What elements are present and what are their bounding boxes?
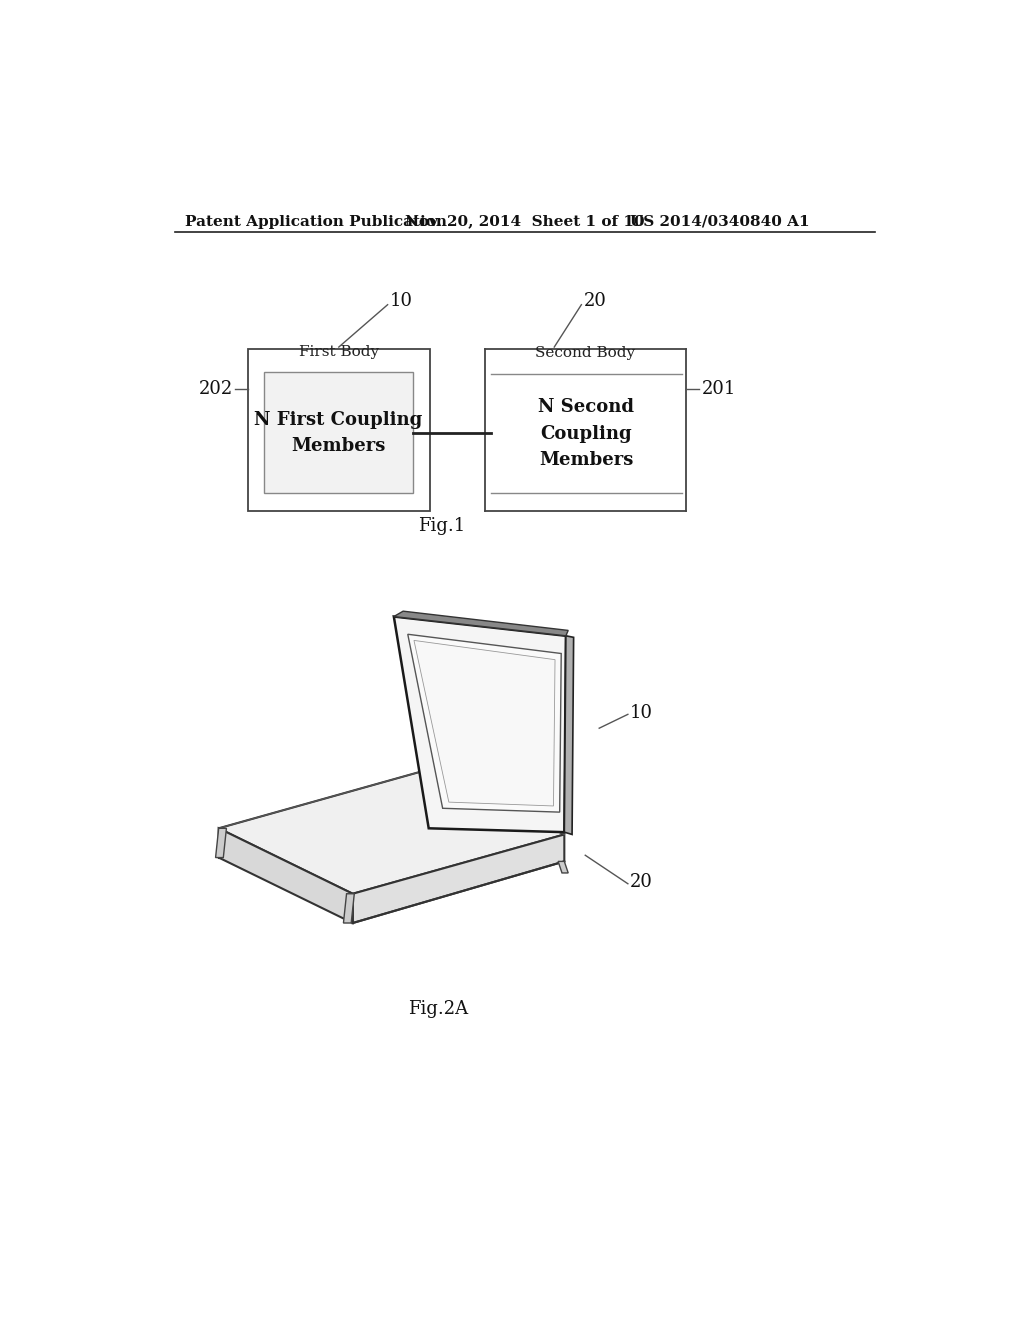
Text: Second Body: Second Body	[536, 346, 635, 360]
Text: 20: 20	[584, 292, 606, 310]
Text: 202: 202	[199, 380, 232, 399]
Polygon shape	[263, 372, 414, 494]
Polygon shape	[394, 616, 566, 832]
Polygon shape	[219, 770, 564, 894]
Text: US 2014/0340840 A1: US 2014/0340840 A1	[630, 215, 810, 228]
Polygon shape	[343, 894, 354, 923]
Text: Nov. 20, 2014  Sheet 1 of 10: Nov. 20, 2014 Sheet 1 of 10	[406, 215, 645, 228]
Text: N First Coupling
Members: N First Coupling Members	[254, 411, 423, 455]
Polygon shape	[216, 829, 226, 858]
Polygon shape	[414, 640, 555, 807]
Polygon shape	[408, 635, 561, 812]
Polygon shape	[558, 862, 568, 873]
Text: Patent Application Publication: Patent Application Publication	[184, 215, 446, 228]
Text: First Body: First Body	[299, 345, 379, 359]
Polygon shape	[219, 829, 352, 923]
Text: 10: 10	[630, 704, 653, 722]
Text: N Second
Coupling
Members: N Second Coupling Members	[539, 399, 635, 469]
Text: 10: 10	[390, 292, 413, 310]
Text: 20: 20	[630, 874, 653, 891]
Text: Fig.1: Fig.1	[418, 517, 466, 536]
Polygon shape	[352, 834, 564, 923]
Text: Fig.2A: Fig.2A	[408, 1001, 468, 1018]
Polygon shape	[394, 611, 568, 636]
Polygon shape	[564, 636, 573, 834]
Text: 201: 201	[701, 380, 736, 399]
Polygon shape	[248, 350, 430, 511]
